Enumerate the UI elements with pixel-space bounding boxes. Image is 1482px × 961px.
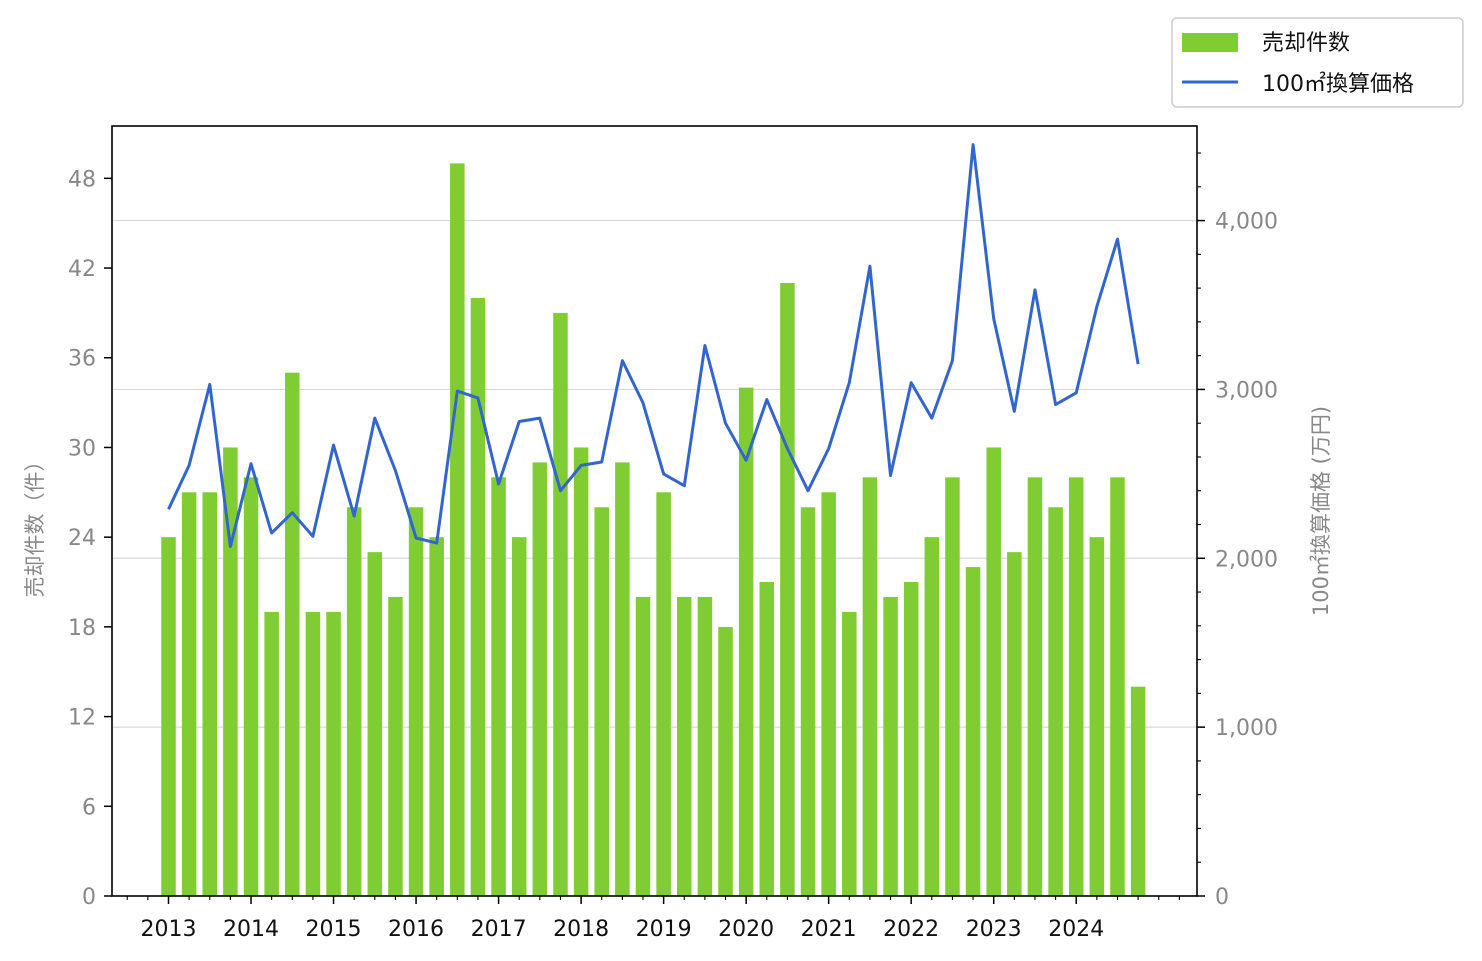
bar xyxy=(924,537,940,896)
x-axis: 2013 2014 2015 2016 2017 2018 2019 2020 2021 2022… xyxy=(126,896,1180,942)
x-tick-label: 2018 xyxy=(553,917,609,942)
bar xyxy=(264,611,279,896)
bar xyxy=(635,596,651,896)
bar xyxy=(965,567,981,896)
bar xyxy=(615,462,630,896)
bar xyxy=(367,552,383,896)
x-tick-label: 2015 xyxy=(306,917,362,942)
x-tick-label: 2013 xyxy=(141,917,197,942)
bar xyxy=(759,582,775,896)
left-axis-title: 売却件数（件） xyxy=(23,451,47,598)
bar xyxy=(223,447,238,896)
right-axis: 0 1,000 2,000 3,000 4,000 xyxy=(1197,152,1278,910)
bar xyxy=(491,477,506,896)
bar xyxy=(1068,477,1084,896)
left-tick-label: 24 xyxy=(68,526,96,551)
bar xyxy=(738,387,754,896)
bar xyxy=(1110,477,1125,896)
bar xyxy=(202,492,218,896)
x-tick-label: 2021 xyxy=(801,917,857,942)
legend-swatch-bar xyxy=(1182,33,1238,52)
bar xyxy=(553,312,568,897)
bar xyxy=(305,611,321,896)
right-axis-title: 100㎡換算価格 (万円) xyxy=(1309,406,1333,616)
left-tick-label: 6 xyxy=(82,795,96,820)
bar xyxy=(656,492,671,896)
bar xyxy=(986,447,1001,896)
bar xyxy=(511,537,527,896)
bar xyxy=(470,297,486,896)
x-tick-label: 2022 xyxy=(883,917,939,942)
x-tick-label: 2020 xyxy=(718,917,774,942)
bar xyxy=(1089,537,1105,896)
x-tick-label: 2024 xyxy=(1048,917,1104,942)
bar xyxy=(388,596,403,896)
left-tick-label: 0 xyxy=(82,885,96,910)
legend: 売却件数 100㎡換算価格 xyxy=(1171,17,1464,108)
bar xyxy=(821,492,836,896)
bar xyxy=(883,596,898,896)
left-tick-label: 36 xyxy=(68,347,96,372)
bar xyxy=(429,537,444,896)
bar-series xyxy=(161,163,1146,897)
right-tick-label: 2,000 xyxy=(1215,547,1278,572)
bar xyxy=(243,477,259,896)
bar xyxy=(408,507,424,896)
bar xyxy=(181,492,197,896)
x-tick-label: 2023 xyxy=(966,917,1022,942)
bar xyxy=(718,626,733,896)
left-tick-label: 30 xyxy=(68,436,96,461)
bar xyxy=(594,507,609,896)
bar xyxy=(532,462,548,896)
bar xyxy=(450,163,465,896)
plot-frame xyxy=(111,125,1198,897)
x-tick-label: 2014 xyxy=(223,917,279,942)
right-tick-label: 1,000 xyxy=(1215,716,1278,741)
bar xyxy=(1048,507,1063,896)
bar xyxy=(903,582,919,896)
bar xyxy=(862,477,878,896)
bar xyxy=(945,477,960,896)
bar xyxy=(1027,477,1043,896)
bar xyxy=(161,537,176,896)
bar xyxy=(326,611,341,896)
right-tick-label: 0 xyxy=(1215,885,1229,910)
legend-box xyxy=(1171,17,1464,108)
x-tick-label: 2016 xyxy=(388,917,444,942)
left-tick-label: 18 xyxy=(68,616,96,641)
bar xyxy=(780,282,795,896)
price-line xyxy=(167,143,1140,548)
x-tick-label: 2019 xyxy=(636,917,692,942)
right-tick-label: 4,000 xyxy=(1215,210,1278,235)
bar xyxy=(800,507,816,896)
bar xyxy=(573,447,589,896)
bar xyxy=(346,507,362,896)
bar xyxy=(677,596,692,896)
legend-label-bar: 売却件数 xyxy=(1262,31,1350,56)
bar xyxy=(697,596,713,896)
legend-label-line: 100㎡換算価格 xyxy=(1262,71,1414,97)
x-tick-label: 2017 xyxy=(471,917,527,942)
bar xyxy=(285,372,300,896)
left-tick-label: 42 xyxy=(68,257,96,282)
left-axis: 0 6 12 18 24 30 36 42 48 xyxy=(68,167,112,910)
bar xyxy=(842,611,857,896)
left-tick-label: 12 xyxy=(68,706,96,731)
right-tick-label: 3,000 xyxy=(1215,378,1278,403)
line-series xyxy=(167,143,1140,548)
left-tick-label: 48 xyxy=(68,167,96,192)
bar xyxy=(1130,686,1146,896)
bar xyxy=(1007,552,1022,896)
